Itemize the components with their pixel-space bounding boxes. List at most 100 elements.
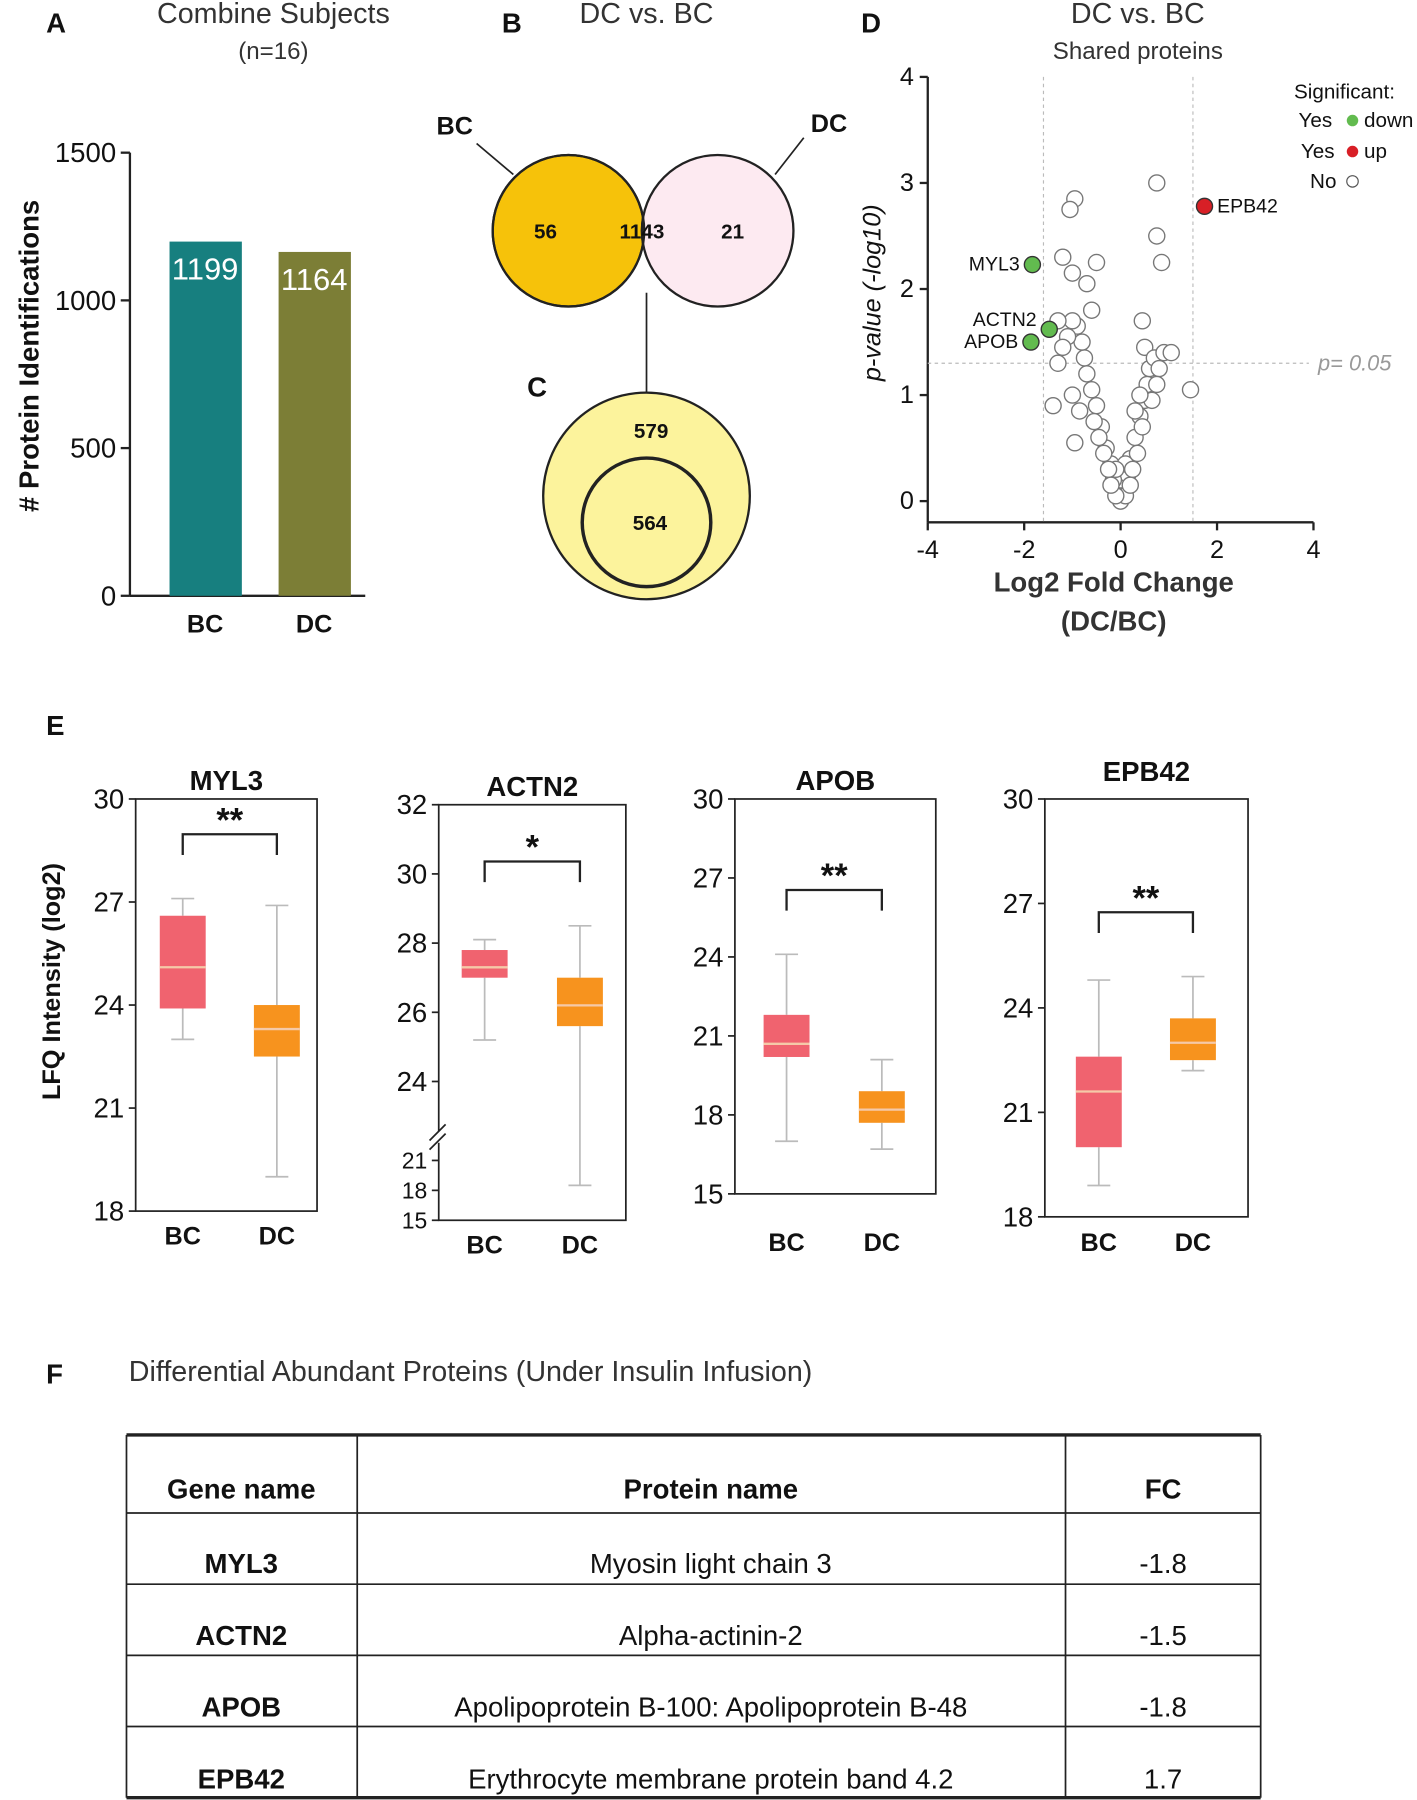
panel-label: C bbox=[527, 371, 547, 402]
bar bbox=[278, 251, 351, 596]
significance-bracket bbox=[785, 888, 883, 911]
y-tick-label: 2 bbox=[900, 275, 914, 303]
table-cell: -1.5 bbox=[1139, 1620, 1186, 1651]
x-tick-label: BC bbox=[164, 1222, 200, 1250]
point bbox=[1126, 402, 1144, 420]
chart-subtitle: (n=16) bbox=[238, 38, 308, 65]
table-cell: Alpha-actinin-2 bbox=[619, 1620, 803, 1651]
chart-title: Combine Subjects bbox=[157, 0, 390, 30]
point bbox=[1022, 333, 1040, 351]
significance-stars: * bbox=[526, 829, 540, 867]
point bbox=[1066, 434, 1084, 452]
panel-title: EPB42 bbox=[1103, 756, 1190, 787]
y-tick-label: 27 bbox=[693, 862, 724, 893]
y-axis-label: LFQ Intensity (log2) bbox=[38, 863, 66, 1100]
point bbox=[1063, 264, 1082, 282]
table-cell: Erythrocyte membrane protein band 4.2 bbox=[468, 1763, 953, 1794]
set-label: BC bbox=[437, 112, 473, 140]
point bbox=[1040, 320, 1058, 339]
y-tick-label: 24 bbox=[1003, 992, 1034, 1023]
point bbox=[1123, 460, 1142, 479]
legend-label: down bbox=[1364, 109, 1413, 132]
point bbox=[1133, 312, 1152, 330]
y-tick-label: 21 bbox=[1003, 1097, 1034, 1128]
y-axis-label: # Protein Identifications bbox=[13, 200, 44, 512]
x-tick-label: BC bbox=[768, 1229, 804, 1257]
point bbox=[1128, 444, 1147, 463]
table-grid bbox=[125, 1433, 1262, 1800]
y-tick-label: 27 bbox=[1003, 888, 1034, 919]
column-header: FC bbox=[1145, 1473, 1182, 1504]
table-cell: Apolipoprotein B-100: Apolipoprotein B-4… bbox=[454, 1692, 967, 1723]
y-tick-label: 27 bbox=[94, 887, 125, 918]
significance-bracket bbox=[483, 860, 582, 883]
panel-title: MYL3 bbox=[190, 765, 263, 796]
leader-line bbox=[774, 137, 805, 176]
x-axis-label: Log2 Fold Change bbox=[994, 567, 1234, 598]
y-tick-label: 18 bbox=[402, 1177, 428, 1203]
y-tick-label: 30 bbox=[94, 783, 125, 814]
intersection bbox=[640, 154, 645, 307]
panel-label: B bbox=[502, 7, 522, 38]
y-tick-label: 18 bbox=[94, 1196, 125, 1227]
table-cell: Myosin light chain 3 bbox=[590, 1548, 832, 1579]
significance-stars: ** bbox=[216, 802, 243, 840]
legend-label: No bbox=[1310, 170, 1336, 193]
panel-label: E bbox=[46, 710, 64, 741]
venn: 56 1143 21 bbox=[491, 153, 795, 308]
point bbox=[1070, 402, 1089, 420]
x-tick-label: BC bbox=[187, 610, 223, 638]
point bbox=[1087, 253, 1106, 272]
y-tick-label: 30 bbox=[693, 783, 724, 814]
point-label: ACTN2 bbox=[973, 309, 1037, 331]
point bbox=[1131, 386, 1149, 404]
set-circle bbox=[640, 153, 795, 308]
y-tick-label: 0 bbox=[101, 580, 116, 611]
table-cell: MYL3 bbox=[205, 1548, 278, 1579]
point bbox=[1054, 248, 1072, 266]
y-tick-label: 3 bbox=[900, 169, 914, 197]
legend-swatch bbox=[1346, 145, 1359, 158]
plot-frame bbox=[734, 798, 937, 1195]
legend-title: Significant: bbox=[1294, 80, 1395, 103]
point bbox=[1099, 460, 1118, 479]
significance-stars: ** bbox=[821, 857, 848, 895]
y-tick-label: 30 bbox=[397, 858, 428, 889]
y-tick-label: 21 bbox=[94, 1093, 125, 1124]
y-tick-label: 24 bbox=[397, 1066, 428, 1097]
y-tick-label: 4 bbox=[900, 63, 914, 91]
point bbox=[1121, 476, 1139, 494]
point bbox=[1054, 338, 1072, 357]
set-outline bbox=[491, 153, 646, 308]
box bbox=[556, 977, 603, 1027]
box bbox=[1075, 1056, 1122, 1148]
legend-swatch bbox=[1346, 175, 1359, 188]
x-tick-label: BC bbox=[466, 1232, 502, 1260]
significance-bracket bbox=[1097, 911, 1195, 933]
box bbox=[1169, 1018, 1216, 1061]
point-label: APOB bbox=[964, 331, 1018, 353]
point bbox=[1075, 349, 1094, 367]
significance-bracket bbox=[181, 833, 279, 855]
point bbox=[1085, 412, 1103, 431]
table-cell: APOB bbox=[201, 1692, 281, 1723]
point bbox=[1078, 274, 1096, 293]
y-tick-label: 500 bbox=[70, 433, 116, 464]
point bbox=[1063, 386, 1082, 404]
point bbox=[1148, 375, 1166, 394]
y-tick-label: 18 bbox=[1003, 1201, 1034, 1232]
y-tick-label: 1000 bbox=[55, 285, 116, 316]
x-tick-label: DC bbox=[296, 610, 332, 638]
panel-label: F bbox=[46, 1359, 63, 1390]
x-tick-label: 2 bbox=[1210, 536, 1224, 564]
value-label: 1164 bbox=[281, 262, 348, 297]
point bbox=[1061, 200, 1079, 219]
subset-circle bbox=[580, 456, 713, 589]
table-cell: 1.7 bbox=[1144, 1763, 1182, 1794]
table-cell: -1.8 bbox=[1139, 1548, 1186, 1579]
set-label: DC bbox=[811, 110, 847, 138]
x-tick-label: 0 bbox=[1114, 536, 1128, 564]
point bbox=[1152, 253, 1171, 272]
point bbox=[1148, 227, 1166, 245]
y-tick-label: 15 bbox=[402, 1207, 428, 1233]
